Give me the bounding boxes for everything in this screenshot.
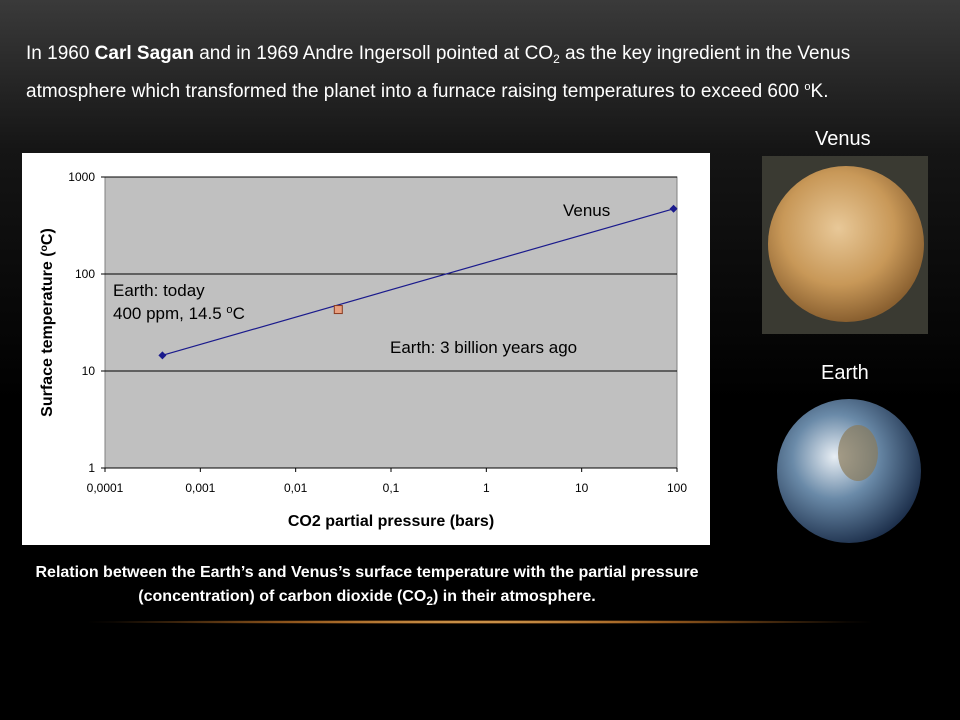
heading-text: atmosphere which transformed the planet … — [26, 81, 805, 102]
point — [333, 305, 343, 315]
superscript: o — [39, 245, 50, 251]
label-text: 400 ppm, 14.5 — [113, 304, 226, 323]
subscript: 2 — [553, 52, 560, 66]
annotation: 400 ppm, 14.5 oC — [113, 304, 245, 323]
label-text: Venus — [563, 201, 610, 220]
label-text: Earth: today — [113, 281, 205, 300]
heading-text: as the key ingredient in the Venus — [559, 43, 851, 64]
caption-text: ) in their atmosphere. — [433, 588, 596, 605]
caption-text: Relation between the Earth’s and Venus’s… — [35, 564, 699, 581]
x-tick-label: 0,01 — [284, 481, 308, 495]
subscript: 2 — [426, 594, 433, 608]
heading-text: and in 1969 Andre Ingersoll pointed at C… — [193, 43, 554, 64]
plot-area — [104, 176, 678, 469]
image-label: Earth — [821, 362, 869, 384]
label-text: C) — [39, 228, 56, 245]
series-line — [162, 208, 674, 356]
heading: In 1960 Carl Sagan and in 1969 Andre Ing… — [26, 40, 946, 106]
x-tick-label: 1 — [483, 481, 490, 495]
x-axis-label: CO2 partial pressure (bars) — [288, 513, 494, 530]
y-axis-label: Surface temperature (oC) — [39, 228, 57, 417]
label-text: Earth: 3 billion years ago — [390, 338, 577, 357]
annotation: Venus — [563, 201, 610, 220]
x-tick-label: 0,1 — [383, 481, 400, 495]
venus-image — [762, 156, 928, 334]
superscript: o — [226, 304, 232, 316]
point — [669, 204, 678, 213]
y-tick-label: 10 — [82, 364, 96, 378]
earth-image — [777, 399, 921, 543]
label-text: C — [233, 304, 245, 323]
x-tick-label: 100 — [667, 481, 687, 495]
x-tick-label: 0,001 — [185, 481, 215, 495]
heading-text: In 1960 — [26, 43, 95, 64]
heading-text: K. — [810, 81, 829, 102]
y-tick-label: 1 — [88, 461, 95, 475]
point — [158, 351, 167, 360]
chart: 1 10 100 1000 0,0001 0,001 0,01 0,1 1 10 100 CO2 pa… — [22, 153, 710, 545]
label-text: Surface temperature ( — [39, 251, 56, 417]
caption: Relation between the Earth’s and Venus’s… — [22, 561, 712, 613]
x-tick-label: 10 — [575, 481, 589, 495]
annotation: Earth: 3 billion years ago — [390, 338, 577, 357]
y-tick-label: 1000 — [68, 170, 95, 184]
annotation: Earth: today — [113, 281, 205, 300]
image-label: Venus — [815, 128, 871, 150]
x-tick-label: 0,0001 — [87, 481, 124, 495]
y-tick-label: 100 — [75, 267, 95, 281]
superscript: o — [804, 81, 811, 93]
heading-bold: Carl Sagan — [94, 43, 194, 64]
caption-text: (concentration) of carbon dioxide (CO — [138, 588, 427, 605]
glow-line — [80, 620, 880, 624]
